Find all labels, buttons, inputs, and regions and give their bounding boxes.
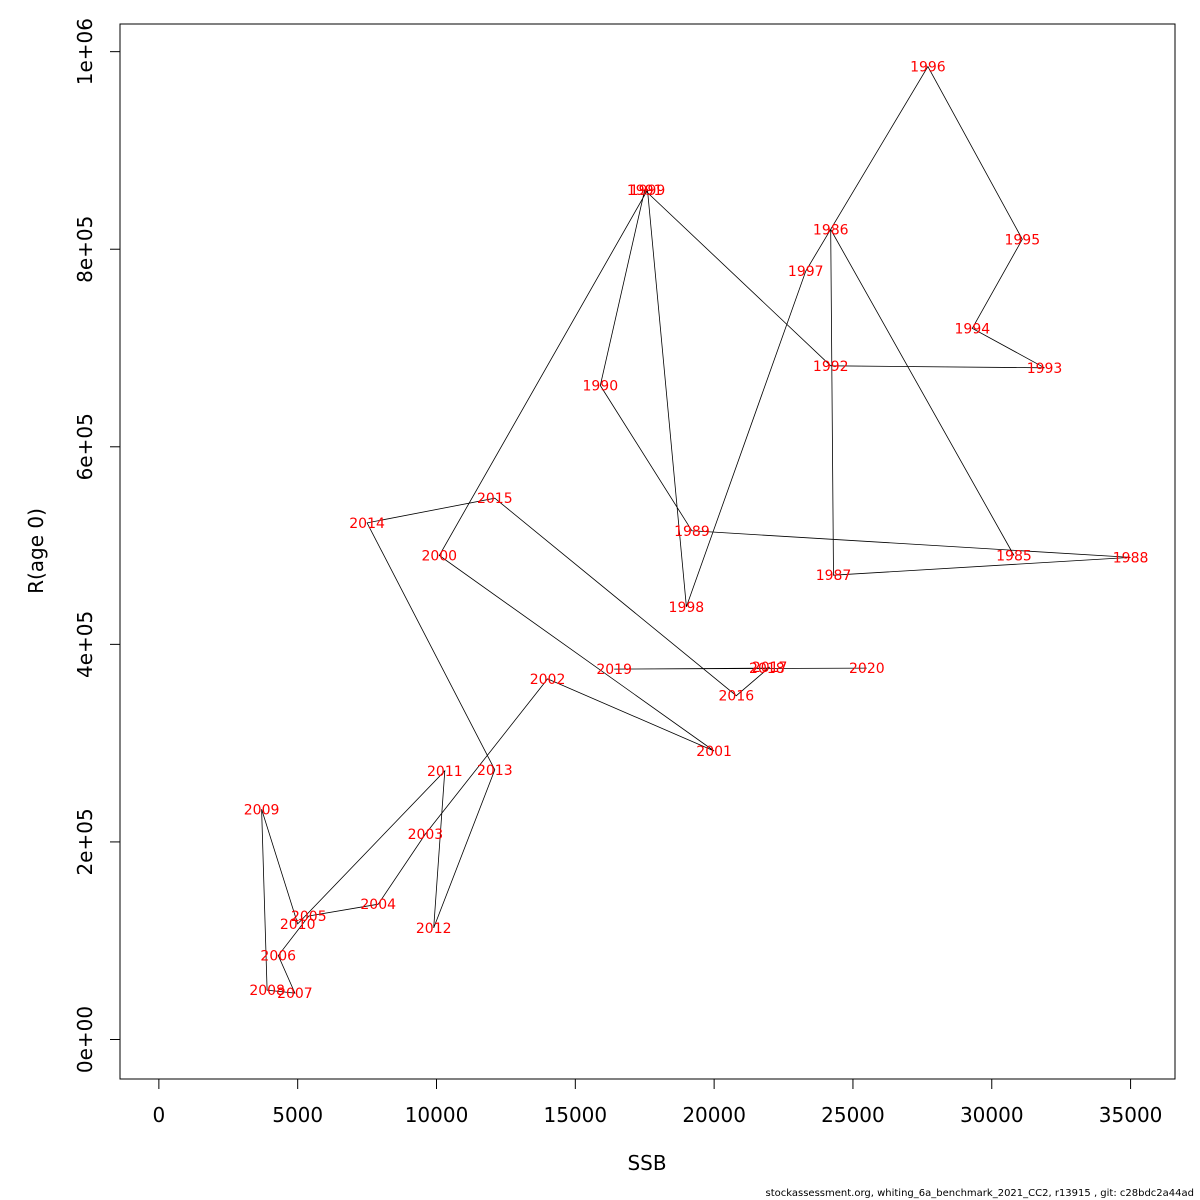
footer-note: stockassessment.org, whiting_6a_benchmar… <box>765 1188 1194 1199</box>
point-label-2016: 2016 <box>719 689 755 705</box>
point-label-2018: 2018 <box>749 661 785 677</box>
x-tick-label: 15000 <box>544 1103 608 1127</box>
point-label-1987: 1987 <box>816 568 852 584</box>
point-label-2002: 2002 <box>530 672 566 688</box>
y-tick-label: 0e+00 <box>73 1006 97 1073</box>
point-label-2013: 2013 <box>477 763 513 779</box>
point-label-1996: 1996 <box>910 59 946 75</box>
y-tick-label: 8e+05 <box>73 216 97 283</box>
point-label-2000: 2000 <box>421 548 457 564</box>
point-label-1997: 1997 <box>788 264 824 280</box>
x-axis: 0 5000 10000 15000 20000 25000 30000 35000 <box>153 1078 1163 1127</box>
x-tick-label: 25000 <box>821 1103 885 1127</box>
point-label-1992: 1992 <box>813 359 849 375</box>
point-label-2005: 2005 <box>291 909 327 925</box>
x-tick-label: 35000 <box>1099 1103 1163 1127</box>
y-axis-title: R(age 0) <box>24 508 48 594</box>
point-label-2017: 2017 <box>752 660 788 676</box>
x-tick-label: 5000 <box>272 1103 323 1127</box>
point-label-2020: 2020 <box>849 661 885 677</box>
x-axis-title: SSB <box>627 1151 666 1175</box>
y-tick-label: 4e+05 <box>73 611 97 678</box>
y-tick-label: 1e+06 <box>73 18 97 85</box>
point-label-2014: 2014 <box>349 516 385 532</box>
point-label-1991: 1991 <box>627 183 663 199</box>
point-label-2008: 2008 <box>249 983 285 999</box>
x-tick-label: 20000 <box>682 1103 746 1127</box>
x-tick-label: 0 <box>153 1103 166 1127</box>
point-label-1993: 1993 <box>1027 361 1063 377</box>
point-label-2011: 2011 <box>427 764 463 780</box>
point-labels: 1985 1986 1987 1988 1989 1990 1991 1992 1993 1994… <box>244 59 1149 1002</box>
point-label-2007: 2007 <box>277 986 313 1002</box>
y-tick-label: 2e+05 <box>73 808 97 875</box>
point-label-1985: 1985 <box>996 548 1032 564</box>
y-axis: 0e+00 2e+05 4e+05 6e+05 8e+05 1e+06 <box>73 18 121 1073</box>
point-label-1990: 1990 <box>582 379 618 395</box>
point-label-1999: 1999 <box>630 183 666 199</box>
point-label-1988: 1988 <box>1113 550 1149 566</box>
point-label-1989: 1989 <box>674 524 710 540</box>
point-label-1995: 1995 <box>1004 232 1040 248</box>
point-label-2004: 2004 <box>360 897 396 913</box>
point-label-1986: 1986 <box>813 222 849 238</box>
y-tick-label: 6e+05 <box>73 413 97 480</box>
point-label-2009: 2009 <box>244 802 280 818</box>
x-tick-label: 10000 <box>405 1103 469 1127</box>
point-label-1998: 1998 <box>669 600 705 616</box>
point-label-2019: 2019 <box>596 662 632 678</box>
point-label-2006: 2006 <box>260 949 296 965</box>
point-label-1994: 1994 <box>955 321 991 337</box>
series-path <box>261 65 1131 994</box>
sr-connecting-line <box>261 65 1131 994</box>
point-label-2015: 2015 <box>477 491 513 507</box>
point-label-2010: 2010 <box>280 917 316 933</box>
x-tick-label: 30000 <box>960 1103 1024 1127</box>
point-label-2001: 2001 <box>696 744 732 760</box>
point-label-2003: 2003 <box>408 827 444 843</box>
point-label-2012: 2012 <box>416 921 452 937</box>
